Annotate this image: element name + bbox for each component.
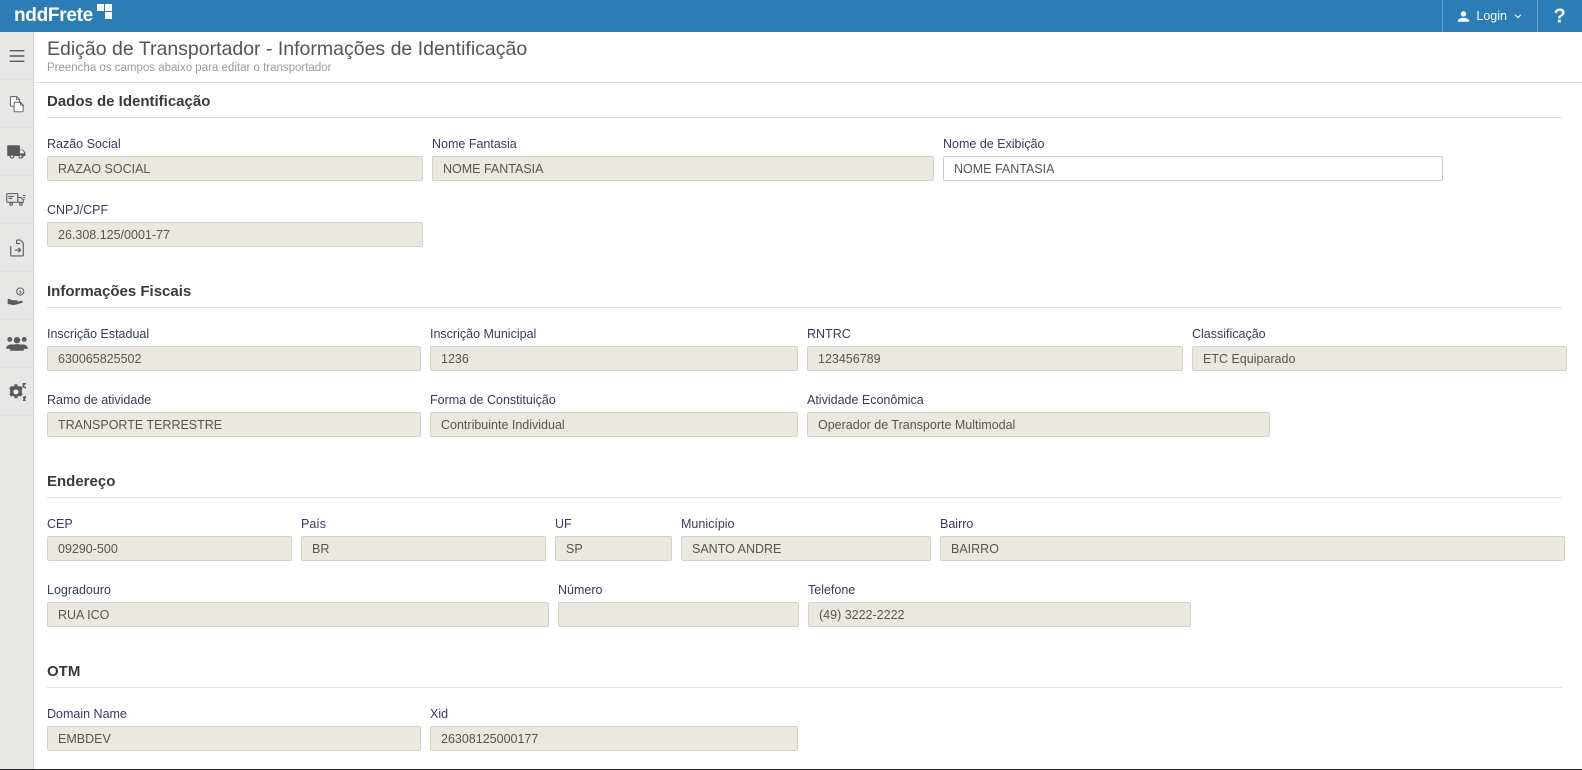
svg-text:?: ? [1554, 6, 1566, 26]
svg-text:$: $ [19, 289, 22, 294]
